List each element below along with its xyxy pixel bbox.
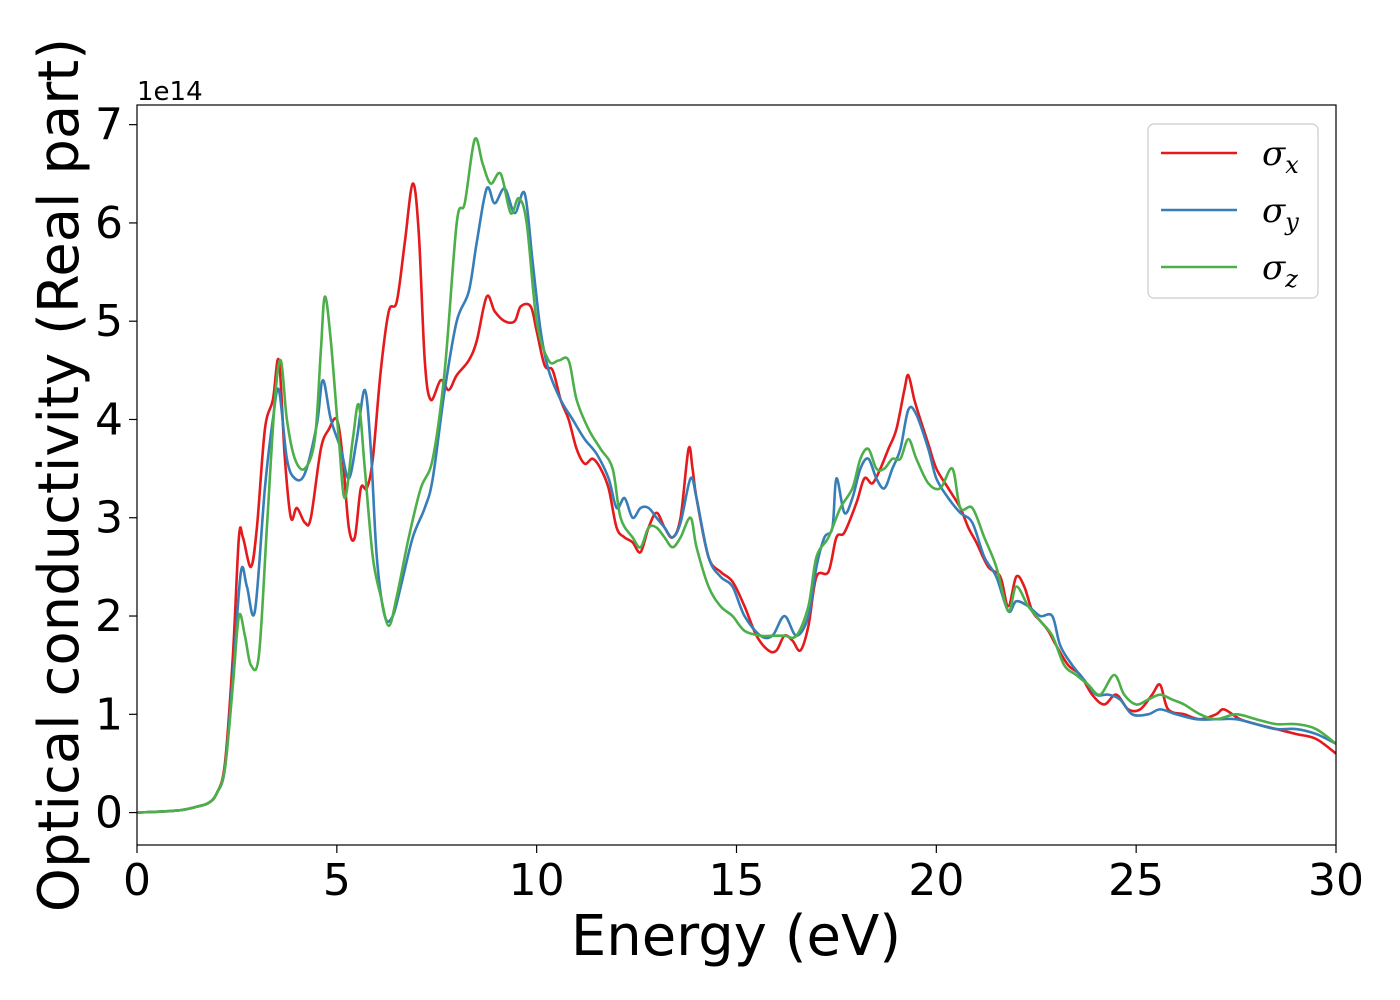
x-tick-label: 20 bbox=[908, 855, 964, 906]
x-axis-ticks: 0 5 10 15 20 25 30 bbox=[123, 845, 1364, 906]
series-line-y bbox=[137, 185, 1336, 814]
y-axis-offset-label: 1e14 bbox=[137, 77, 203, 107]
y-tick-label: 5 bbox=[95, 296, 123, 347]
x-tick-label: 15 bbox=[709, 855, 765, 906]
y-tick-label: 3 bbox=[95, 493, 123, 544]
y-tick-label: 2 bbox=[95, 591, 123, 642]
x-tick-label: 25 bbox=[1108, 855, 1164, 906]
x-tick-label: 5 bbox=[323, 855, 351, 906]
x-tick-label: 10 bbox=[509, 855, 565, 906]
x-tick-label: 0 bbox=[123, 855, 151, 906]
series-layer bbox=[137, 136, 1336, 814]
x-tick-label: 30 bbox=[1308, 855, 1364, 906]
y-tick-label: 7 bbox=[95, 100, 123, 151]
y-tick-label: 0 bbox=[95, 788, 123, 839]
y-tick-label: 1 bbox=[95, 689, 123, 740]
y-tick-label: 6 bbox=[95, 198, 123, 249]
y-tick-label: 4 bbox=[95, 394, 123, 445]
y-axis-label: Optical conductivity (Real part) bbox=[27, 38, 92, 912]
x-axis-label: Energy (eV) bbox=[571, 904, 901, 969]
y-axis-ticks: 0 1 2 3 4 5 6 7 bbox=[95, 100, 137, 839]
series-line-z bbox=[137, 136, 1336, 814]
